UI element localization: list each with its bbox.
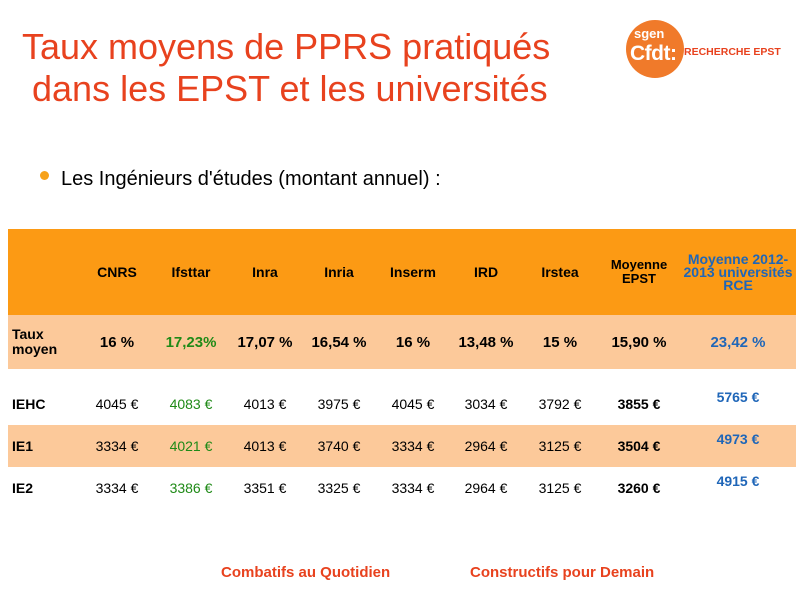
table-header-row: CNRS Ifsttar Inra Inria Inserm IRD Irste…	[8, 229, 796, 315]
table-cell: 3125 €	[538, 480, 582, 496]
table-cell: 16,54 %	[302, 315, 376, 369]
logo-sgen-text: sgen	[634, 26, 665, 41]
table-cell: 3504 €	[598, 425, 680, 467]
table-cell: 3125 €	[522, 425, 598, 467]
table-cell: 3792 €	[538, 396, 582, 412]
table-cell: 3334 €	[80, 425, 154, 467]
header-irstea: Irstea	[522, 229, 598, 315]
header-cell	[8, 229, 80, 315]
bullet-line: Les Ingénieurs d'études (montant annuel)…	[40, 168, 441, 191]
table-cell: 16 %	[80, 315, 154, 369]
title-line-2: dans les EPST et les universités	[32, 68, 548, 109]
logo-cfdt-text: Cfdt:	[630, 42, 677, 65]
header-moyenne-universites: Moyenne 2012-2013 universités RCE	[680, 229, 796, 315]
table-cell: 13,48 %	[450, 315, 522, 369]
table-row: IEHC 4045 € 4083 € 4013 € 3975 € 4045 € …	[8, 383, 796, 425]
table-cell: 4973 €	[680, 425, 796, 467]
table-row: IE2 3334 € 3386 € 3351 € 3325 € 3334 € 2…	[8, 467, 796, 509]
table-cell: 4045 €	[391, 396, 435, 412]
logo-recherche-text: RECHERCHE EPST	[684, 46, 781, 58]
title-line-1: Taux moyens de PPRS pratiqués	[22, 26, 551, 67]
table-cell: 2964 €	[450, 425, 522, 467]
table-cell: 2964 €	[464, 480, 508, 496]
table-cell: 16 %	[376, 315, 450, 369]
table-cell: 4915 €	[716, 473, 760, 489]
bullet-text: Les Ingénieurs d'études (montant annuel)…	[61, 168, 441, 190]
pprs-table: CNRS Ifsttar Inra Inria Inserm IRD Irste…	[8, 229, 796, 509]
table-cell: 4013 €	[243, 396, 287, 412]
header-inra: Inra	[228, 229, 302, 315]
table-cell: 15 %	[522, 315, 598, 369]
table-row: IE1 3334 € 4021 € 4013 € 3740 € 3334 € 2…	[8, 425, 796, 467]
table-cell: 3334 €	[391, 480, 435, 496]
table-cell: 3740 €	[302, 425, 376, 467]
table-cell: 4083 €	[169, 396, 213, 412]
table-row: Taux moyen 16 % 17,23% 17,07 % 16,54 % 1…	[8, 315, 796, 369]
table-cell: 3351 €	[243, 480, 287, 496]
sgen-cfdt-logo: sgen Cfdt: RECHERCHE EPST	[626, 20, 786, 80]
row-label: IE2	[12, 480, 34, 496]
table-cell: 3325 €	[317, 480, 361, 496]
logo-circle	[626, 20, 684, 78]
row-label: IEHC	[12, 396, 46, 412]
footer-slogan-left: Combatifs au Quotidien	[221, 564, 391, 581]
header-cnrs: CNRS	[80, 229, 154, 315]
table-cell: 17,23%	[154, 315, 228, 369]
header-ifsttar: Ifsttar	[154, 229, 228, 315]
table-cell: 17,07 %	[228, 315, 302, 369]
table-cell: 15,90 %	[598, 315, 680, 369]
table-cell: 3855 €	[617, 396, 661, 412]
table-cell: 5765 €	[716, 389, 760, 405]
row-label: Taux moyen	[8, 315, 80, 369]
table-cell: 4045 €	[95, 396, 139, 412]
table-cell: 3386 €	[169, 480, 213, 496]
header-inserm: Inserm	[376, 229, 450, 315]
footer-slogan-right: Constructifs pour Demain	[470, 564, 655, 581]
table-cell: 3975 €	[317, 396, 361, 412]
table-cell: 3034 €	[464, 396, 508, 412]
table-cell: 3334 €	[376, 425, 450, 467]
table-cell: 4013 €	[228, 425, 302, 467]
header-moyenne-epst: Moyenne EPST	[598, 229, 680, 315]
slide-title: Taux moyens de PPRS pratiqués dans les E…	[22, 26, 622, 110]
row-label: IE1	[8, 425, 80, 467]
table-cell: 3260 €	[617, 480, 661, 496]
header-inria: Inria	[302, 229, 376, 315]
table-cell: 23,42 %	[680, 315, 796, 369]
table-cell: 3334 €	[95, 480, 139, 496]
bullet-dot-icon	[40, 171, 49, 180]
header-ird: IRD	[450, 229, 522, 315]
table-cell: 4021 €	[154, 425, 228, 467]
